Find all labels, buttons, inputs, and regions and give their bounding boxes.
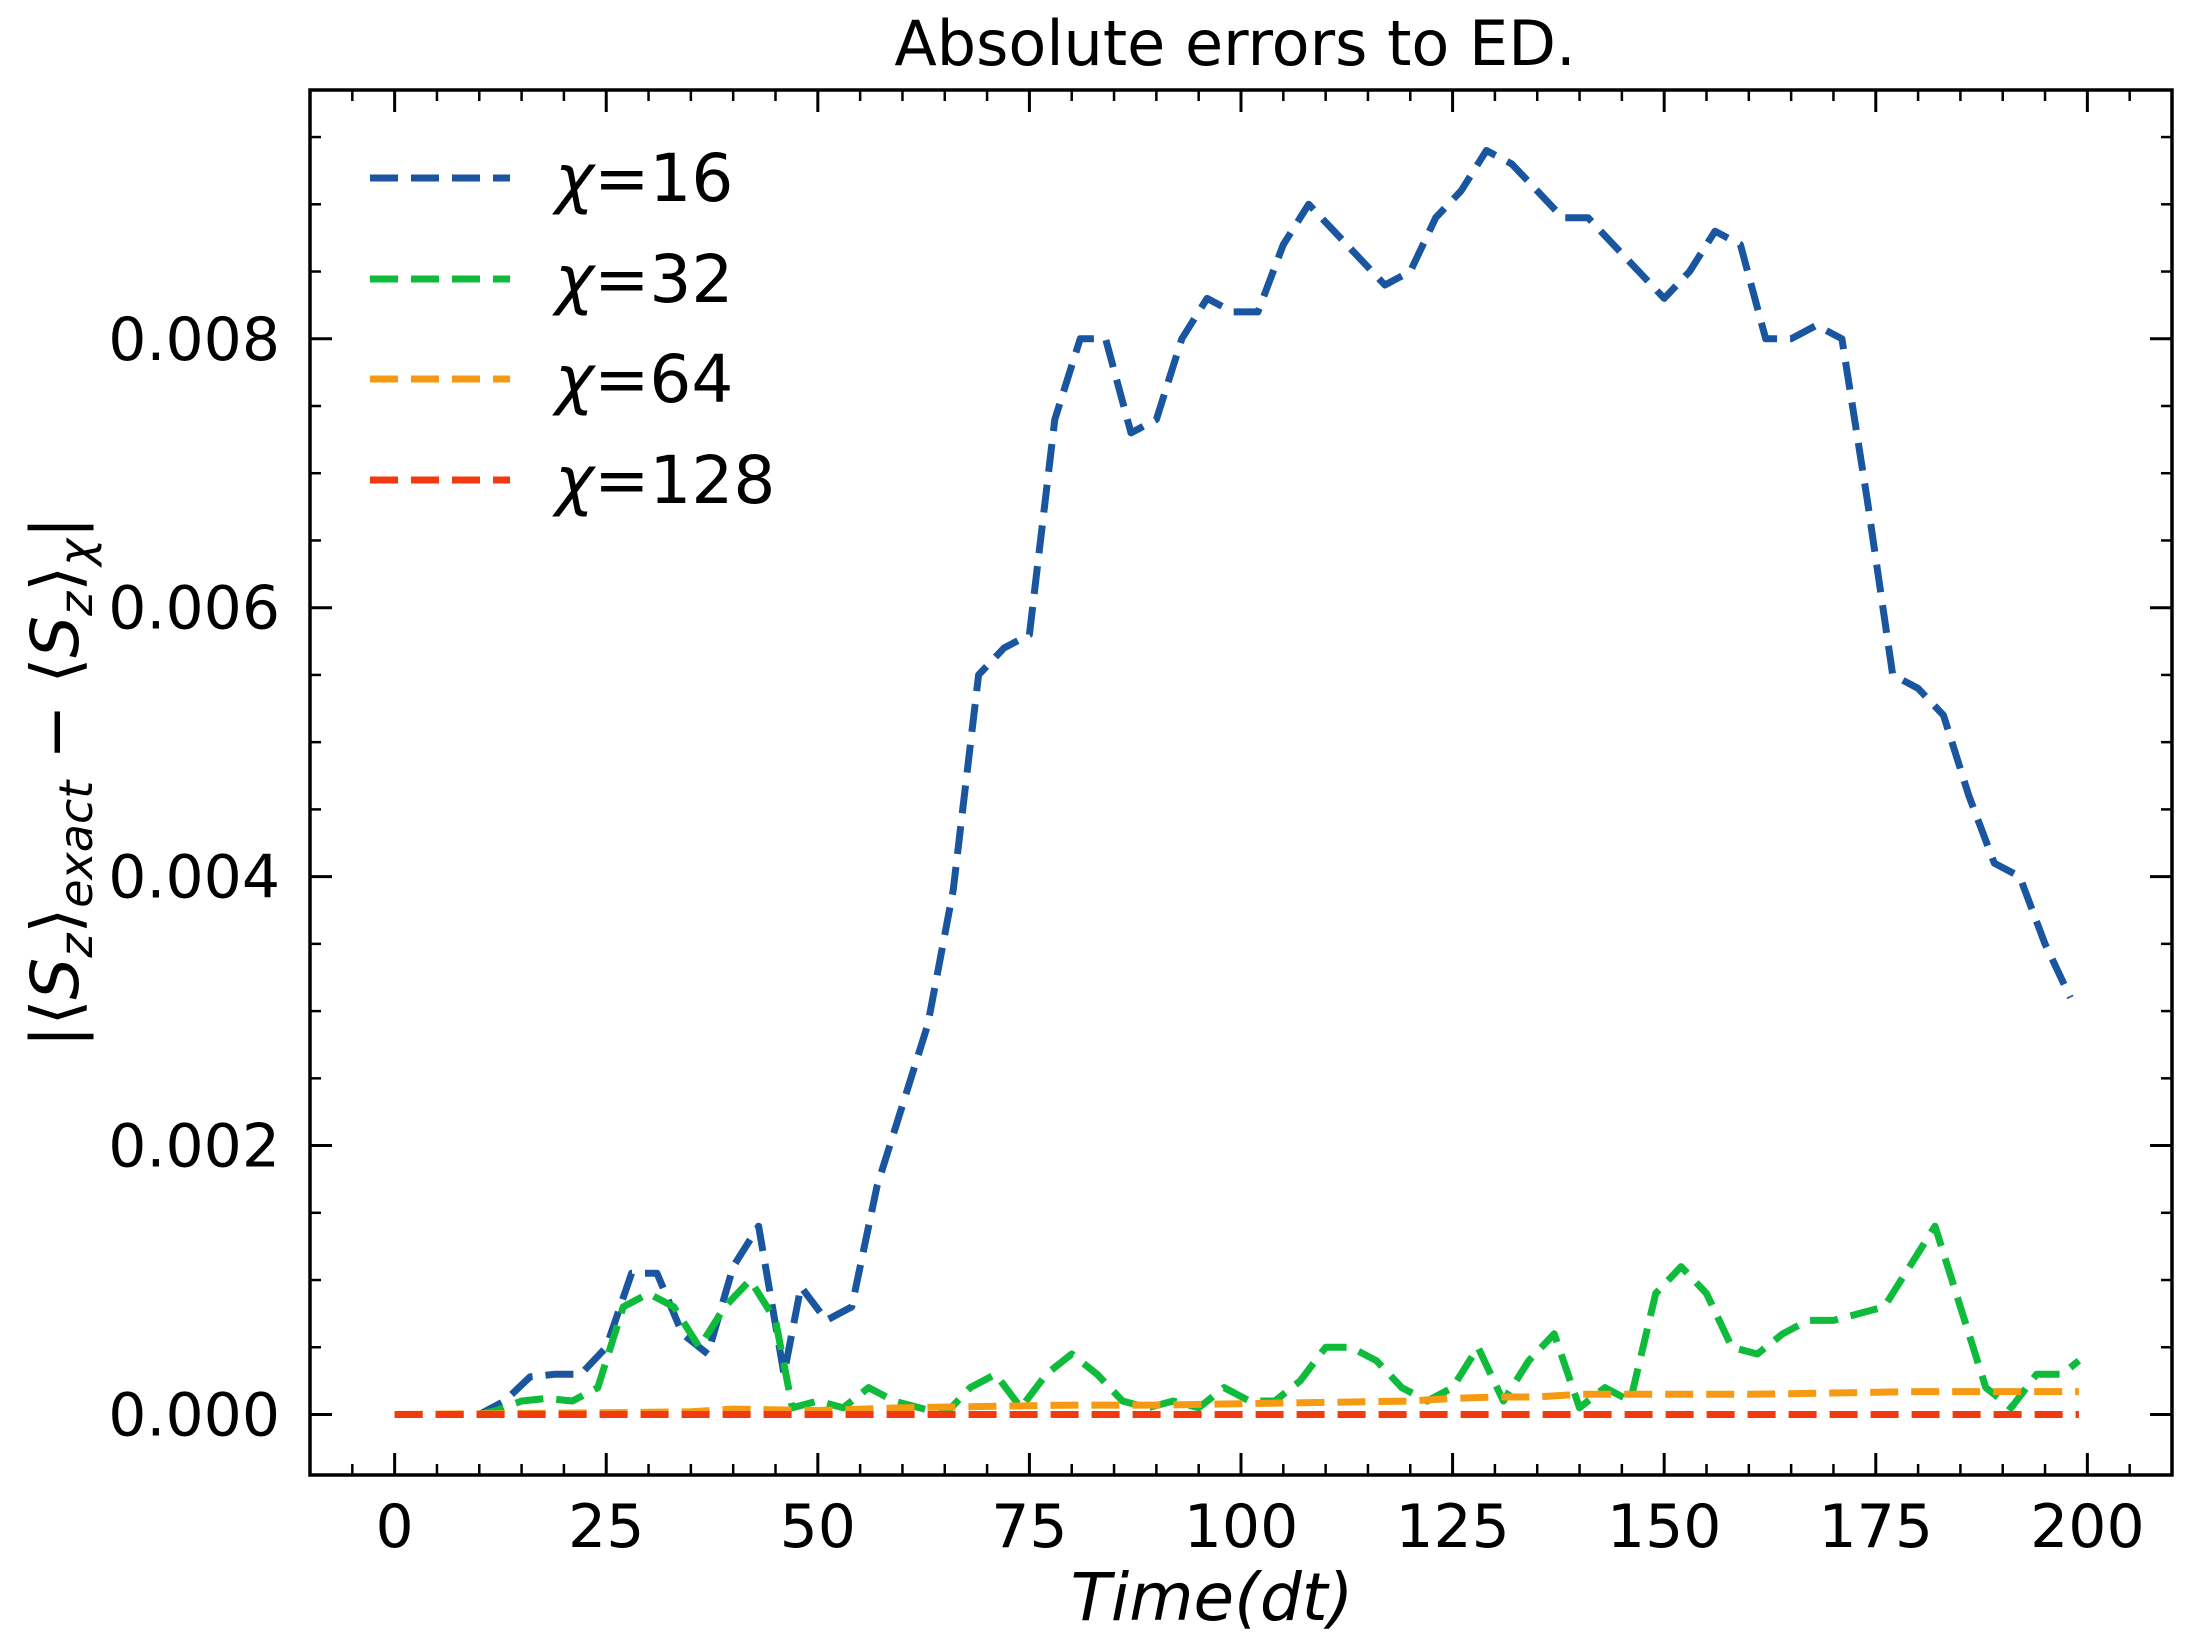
plot-lines: [394, 147, 2082, 1418]
x-tick-label: 150: [1607, 1492, 1722, 1562]
y-tick-label: 0.004: [108, 843, 280, 913]
legend: χ=16 χ=32 χ=64 χ=128: [370, 140, 775, 519]
x-tick-label: 175: [1819, 1492, 1934, 1562]
series-line-chi16: [394, 147, 2074, 1418]
svg-text:|⟨Sz⟩exact − ⟨Sz⟩χ|: |⟨Sz⟩exact − ⟨Sz⟩χ|: [17, 516, 103, 1047]
y-tick-label: 0.008: [108, 305, 280, 375]
y-tick-label: 0.000: [108, 1380, 280, 1450]
y-tick-label: 0.006: [108, 574, 280, 644]
x-tick-label: 125: [1395, 1492, 1510, 1562]
x-tick-label: 25: [568, 1492, 644, 1562]
x-tick-label: 0: [376, 1492, 414, 1562]
x-tick-labels: 0 25 50 75 100 125 150 175 200: [376, 1492, 2145, 1562]
axis-ticks: [310, 90, 2172, 1475]
legend-label-chi128: χ=128: [552, 442, 775, 519]
x-tick-label: 50: [780, 1492, 856, 1562]
x-tick-label: 200: [2030, 1492, 2145, 1562]
x-axis-label: Time(dt): [1071, 1559, 1354, 1636]
legend-label-chi64: χ=64: [552, 341, 733, 418]
chart-title: Absolute errors to ED.: [894, 7, 1575, 80]
plot-frame: [308, 88, 2174, 1477]
x-tick-label: 75: [991, 1492, 1067, 1562]
series-line-chi64: [394, 1388, 2079, 1418]
y-tick-labels: 0.000 0.002 0.004 0.006 0.008: [108, 305, 280, 1451]
x-tick-label: 100: [1184, 1492, 1299, 1562]
legend-label-chi32: χ=32: [552, 241, 733, 318]
y-axis-label: |⟨Sz⟩exact − ⟨Sz⟩χ|: [17, 516, 103, 1047]
legend-label-chi16: χ=16: [552, 140, 733, 217]
y-tick-label: 0.002: [108, 1112, 280, 1182]
